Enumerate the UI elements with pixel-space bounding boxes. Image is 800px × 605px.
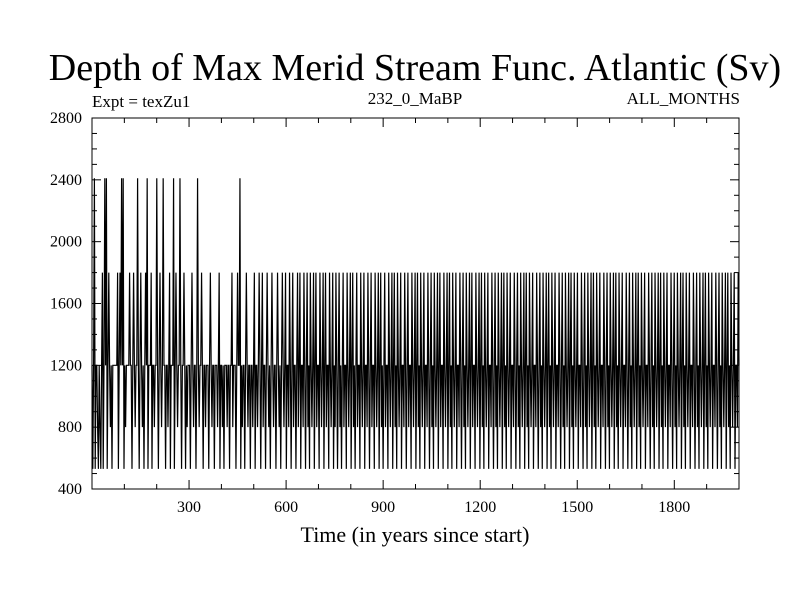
x-tick-label: 1200 bbox=[464, 499, 496, 516]
x-tick-label: 1800 bbox=[658, 499, 690, 516]
x-tick-label: 1500 bbox=[561, 499, 593, 516]
y-tick-label: 400 bbox=[58, 481, 82, 498]
x-tick-label: 300 bbox=[177, 499, 201, 516]
subtitle-left: Expt = texZu1 bbox=[92, 92, 190, 111]
y-tick-label: 800 bbox=[58, 419, 82, 436]
y-tick-label: 1600 bbox=[50, 296, 82, 313]
y-tick-label: 2400 bbox=[50, 172, 82, 189]
x-axis-label: Time (in years since start) bbox=[301, 522, 530, 547]
subtitle-center: 232_0_MaBP bbox=[368, 89, 462, 108]
x-tick-label: 600 bbox=[274, 499, 298, 516]
chart-title: Depth of Max Merid Stream Func. Atlantic… bbox=[49, 47, 781, 89]
y-axis-tick-labels: 400 800 1200 1600 2000 2400 2800 bbox=[50, 110, 82, 498]
y-tick-label: 2000 bbox=[50, 234, 82, 251]
x-axis-tick-labels: 300 600 900 1200 1500 1800 bbox=[177, 499, 690, 516]
x-axis-ticks bbox=[123, 118, 708, 489]
series-group bbox=[91, 178, 740, 469]
series-line bbox=[91, 178, 740, 469]
y-tick-label: 1200 bbox=[50, 357, 82, 374]
x-tick-label: 900 bbox=[371, 499, 395, 516]
y-tick-label: 2800 bbox=[50, 110, 82, 127]
subtitle-right: ALL_MONTHS bbox=[627, 89, 740, 108]
